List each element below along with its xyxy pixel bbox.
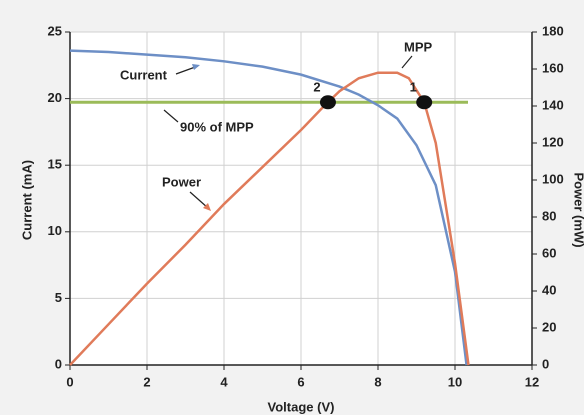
y2-tick-label: 60 [542,245,556,260]
x-axis-label: Voltage (V) [268,399,335,414]
y2-tick-label: 160 [542,60,564,75]
marker-label: 1 [410,80,417,95]
marker-label: 2 [313,80,320,95]
arrow [163,109,179,123]
annotation: Power [162,174,201,189]
y-tick-label: 5 [55,290,62,305]
arrowhead [192,64,200,70]
y-tick-label: 15 [48,157,62,172]
line [69,71,470,366]
x-tick-label: 2 [143,374,150,389]
annotation: MPP [404,39,433,54]
y2-tick-label: 120 [542,134,564,149]
arrow [401,55,413,69]
line [69,49,468,366]
x-tick-label: 8 [374,374,381,389]
y2-tick-label: 80 [542,208,556,223]
y-axis-label: Current (mA) [19,160,34,240]
x-tick-label: 4 [220,374,228,389]
marker [319,95,336,110]
y-tick-label: 20 [48,90,62,105]
y-tick-label: 25 [48,23,62,38]
arrowhead [203,203,211,211]
y-tick-label: 0 [55,356,62,371]
arrow [189,191,209,209]
y2-tick-label: 40 [542,282,556,297]
x-tick-label: 6 [297,374,304,389]
x-tick-label: 10 [448,374,462,389]
y2-tick-label: 0 [542,356,549,371]
y2-tick-label: 20 [542,319,556,334]
annotation: 90% of MPP [180,119,254,134]
y2-tick-label: 140 [542,97,564,112]
marker [416,95,433,110]
y2-tick-label: 180 [542,23,564,38]
x-tick-label: 12 [525,374,539,389]
y2-tick-label: 100 [542,171,564,186]
y-tick-label: 10 [48,223,62,238]
y2-axis-label: Power (mW) [572,172,584,247]
annotation: Current [120,67,168,82]
x-tick-label: 0 [66,374,73,389]
